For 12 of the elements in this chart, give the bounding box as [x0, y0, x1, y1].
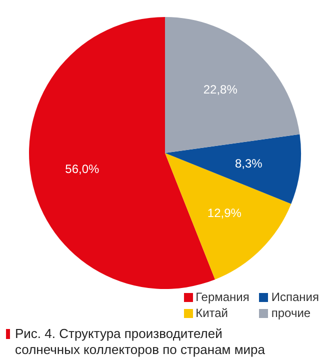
legend-label: Китай	[196, 306, 228, 320]
data-label: 8,3%	[235, 156, 263, 170]
pie-slice	[165, 17, 300, 153]
data-label: 56,0%	[65, 162, 100, 176]
data-label: 22,8%	[203, 82, 238, 96]
legend-label: прочие	[271, 306, 311, 320]
legend-label: Германия	[196, 290, 250, 304]
pie-slice	[165, 134, 301, 204]
data-label: 12,9%	[207, 206, 242, 220]
pie-slice	[165, 153, 292, 280]
legend-label: Испания	[271, 290, 319, 304]
text: Рис. 4. Структура производителей солнечных коллекторов по странам мира	[15, 326, 266, 358]
